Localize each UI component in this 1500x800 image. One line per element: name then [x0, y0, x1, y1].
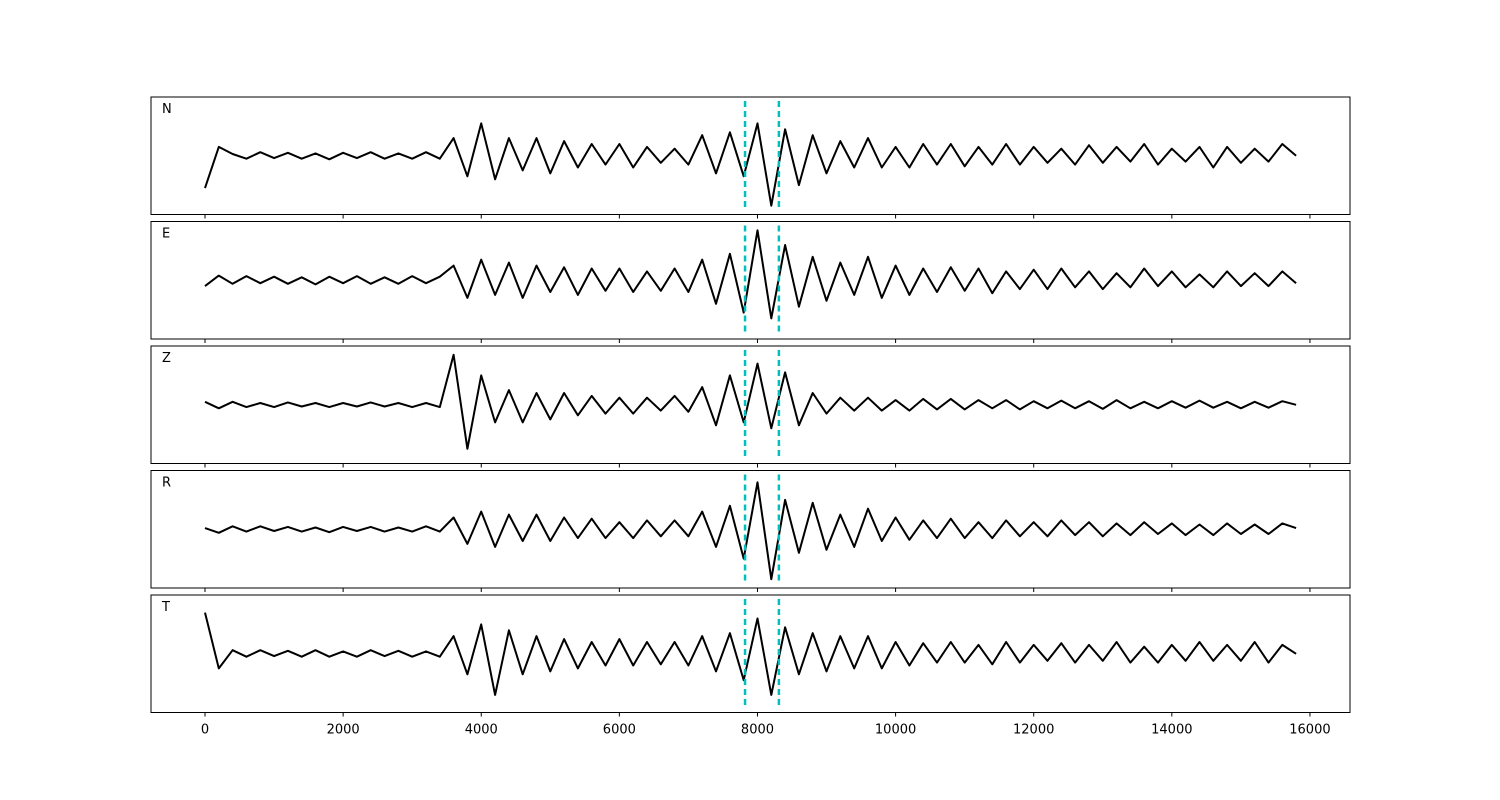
- panel-label: E: [162, 227, 170, 242]
- x-tick-label: 0: [201, 723, 209, 738]
- panel-frame: [150, 345, 1351, 464]
- panel-label: R: [162, 476, 171, 491]
- panel-frame: [150, 221, 1351, 340]
- panel-frame: [150, 96, 1351, 215]
- x-tick-label: 10000: [875, 723, 916, 738]
- trace: [204, 612, 1297, 696]
- trace: [204, 122, 1297, 207]
- panel-frame: [150, 470, 1351, 589]
- trace: [204, 353, 1297, 450]
- x-tick-label: 6000: [603, 723, 636, 738]
- x-tick-label: 14000: [1151, 723, 1192, 738]
- x-tick-label: 16000: [1289, 723, 1330, 738]
- trace: [204, 481, 1297, 581]
- panel-label: N: [162, 102, 172, 117]
- panel-label: Z: [162, 351, 171, 366]
- x-tick-label: 12000: [1013, 723, 1054, 738]
- panel-label: T: [161, 600, 170, 615]
- panel-frame: [150, 594, 1351, 713]
- trace: [204, 229, 1297, 320]
- x-tick-label: 4000: [465, 723, 498, 738]
- x-tick-label: 8000: [741, 723, 774, 738]
- x-tick-label: 2000: [327, 723, 360, 738]
